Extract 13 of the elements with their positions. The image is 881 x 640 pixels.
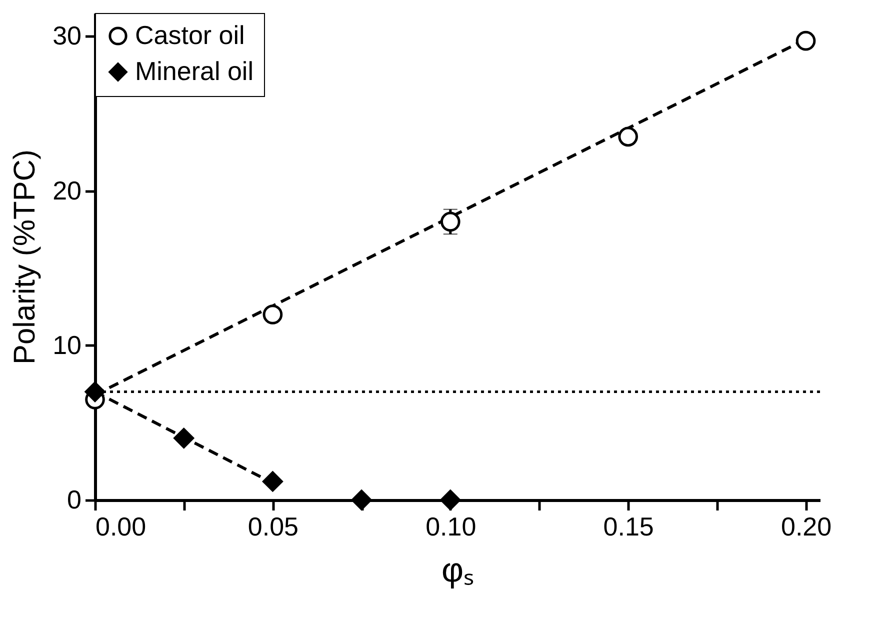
x-tick-label: 0.10: [426, 512, 476, 542]
x-tick-label: 0.15: [603, 512, 654, 542]
y-tick-label: 30: [52, 20, 82, 51]
x-axis-title: φₛ: [441, 552, 475, 590]
y-axis-title: Polarity (%TPC): [8, 149, 42, 365]
legend-label: Mineral oil: [135, 56, 254, 86]
y-tick-label: 20: [52, 175, 82, 206]
x-tick-label: 0.20: [780, 512, 832, 542]
x-tick-label: 0.05: [248, 512, 298, 542]
y-tick-label: 10: [52, 330, 82, 360]
legend-label: Castor oil: [135, 20, 245, 50]
y-tick-label: 0: [67, 484, 82, 514]
x-tick-label: 0.00: [96, 512, 146, 542]
